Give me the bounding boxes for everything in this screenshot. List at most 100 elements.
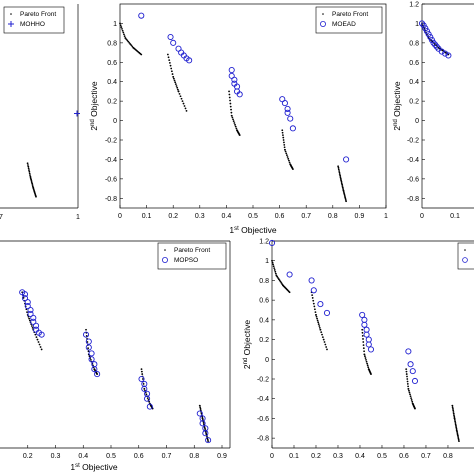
pareto-point [27,165,30,168]
pareto-point [140,368,143,371]
pareto-point [87,347,90,350]
solution-point [411,377,419,385]
pareto-point [271,261,274,264]
pareto-point [454,423,457,426]
pareto-point [338,173,341,176]
pareto-point [456,432,459,434]
y-tick-label: -0.8 [407,196,419,203]
pareto-point [287,157,290,160]
pareto-point [316,317,318,320]
solution-point [21,291,29,298]
pareto-point [456,430,458,433]
solution-point [418,20,426,27]
pareto-point [286,154,288,157]
legend-label: Pareto Front [332,11,368,18]
y-tick-label: 0 [415,118,419,125]
x-tick-label: 0.3 [51,453,61,460]
pareto-point [282,139,285,141]
pareto-point [367,366,370,369]
pareto-point [130,44,133,47]
x-tick-label: 0.6 [399,453,409,460]
pareto-point [312,299,315,302]
pareto-point [283,146,286,149]
pareto-point [457,436,460,438]
pareto-point [363,350,366,353]
legend-box [3,6,65,34]
pareto-point [230,108,232,111]
pareto-point [411,400,414,403]
solution-point [228,67,235,74]
pareto-point [30,181,33,184]
y-tick-label: 1 [415,21,419,28]
pareto-point [311,294,314,296]
x-tick-label: 0.4 [78,453,88,460]
pareto-point [339,177,342,180]
pareto-point [170,67,173,70]
pareto-point [31,326,34,329]
panel-bottom-right: 0 0.1 0.2 0.3 0.4 0.5 0.6 0.7 0.8 -0.8 -0.6 -0.4 -0.… [242,239,474,460]
pareto-point [338,171,341,174]
pareto-point [38,343,41,346]
x-tick-label: 0 [118,213,122,220]
pareto-point [171,73,174,75]
y-tick-label: 0.2 [107,99,117,106]
solution-point [82,331,90,338]
pareto-point [169,64,172,67]
pareto-point [203,426,206,429]
solution-point [407,361,414,368]
pareto-point [272,263,274,266]
pareto-point [205,433,208,436]
solution-point [422,25,429,32]
pareto-point [125,38,128,41]
pareto-point [366,362,369,365]
pareto-point [362,341,365,343]
pareto-point [28,172,31,175]
pareto-point [145,393,148,396]
solution-point [141,385,148,392]
pareto-point [406,383,409,385]
legend-marker-pareto [164,249,166,251]
pareto-point [178,92,181,95]
pareto-point [337,166,340,169]
x-tick-label: 0.3 [195,213,205,220]
legend-marker-pareto [322,13,324,15]
pareto-point [148,400,151,403]
pareto-point [339,176,342,179]
pareto-point [364,357,367,359]
y-tick-label: -0.2 [407,138,419,145]
y-tick-label: 0.2 [259,337,269,344]
pareto-point [184,107,187,110]
pareto-point [120,26,123,28]
solution-point [88,356,95,363]
legend-marker-circle [462,257,468,263]
y-tick-label: -0.4 [105,157,117,164]
pareto-point [313,305,316,308]
pareto-point [179,95,182,98]
solution-point [30,314,37,321]
pareto-point [288,161,291,164]
x-tick-label: 1 [384,213,388,220]
solution-point [432,41,439,48]
pareto-point [362,344,365,347]
pareto-point [124,37,127,39]
pareto-point [181,100,184,103]
pareto-point [405,373,408,375]
pareto-point [361,331,364,334]
pareto-point [338,170,341,172]
pareto-point [31,185,34,188]
pareto-point [141,373,144,375]
pareto-point [408,391,411,394]
pareto-point [318,325,321,327]
pareto-point [283,141,285,144]
pareto-point [452,412,455,415]
pareto-point [321,333,323,336]
pareto-point [128,41,131,44]
solution-point [284,105,291,112]
panel-top-left: 1 7 Pareto Front MOHHO [0,4,80,221]
pareto-point [407,385,409,388]
pareto-point [185,109,188,112]
solution-point [286,271,293,278]
pareto-point [233,122,236,124]
pareto-point [234,125,237,128]
solution-point [146,403,153,410]
